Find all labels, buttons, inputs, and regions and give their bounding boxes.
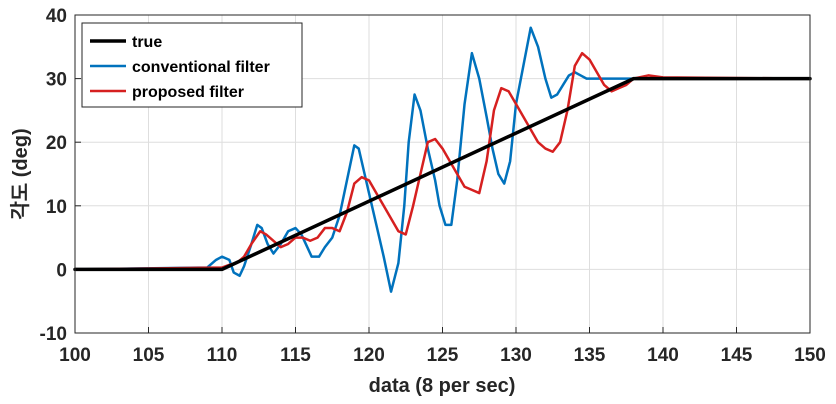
x-tick-label: 130 [500, 345, 532, 366]
y-axis-label: 각도 (deg) [9, 128, 32, 219]
legend-label-proposed-filter: proposed filter [132, 84, 244, 101]
y-tick-label: 0 [56, 260, 67, 281]
y-tick-labels: -10 0 10 20 30 40 [40, 6, 67, 345]
x-tick-label: 120 [353, 345, 385, 366]
plot-frame [74, 14, 811, 334]
series-line-true [73, 76, 812, 272]
x-tick-label: 125 [427, 345, 459, 366]
x-tick-label: 150 [794, 345, 826, 366]
y-tick-label: 20 [46, 133, 67, 154]
legend-label-conventional-filter: conventional filter [132, 59, 270, 76]
x-tick-label: 110 [207, 345, 238, 366]
legend: true conventional filter proposed filter [81, 22, 303, 108]
x-tick-label: 140 [647, 345, 679, 366]
x-tick-label: 145 [721, 345, 753, 366]
y-tick-label: 30 [46, 70, 67, 91]
y-tick-label: 10 [46, 197, 67, 218]
legend-label-true: true [132, 34, 162, 51]
x-tick-label: 135 [574, 345, 606, 366]
x-axis-label: data (8 per sec) [369, 375, 516, 397]
y-tick-label: -10 [40, 324, 67, 345]
series-line-proposed-filter [73, 51, 812, 271]
series-line-conventional-filter [73, 26, 812, 293]
series-layer [73, 26, 812, 293]
x-tick-label: 115 [280, 345, 311, 366]
y-tick-label: 40 [46, 6, 67, 27]
x-tick-label: 105 [133, 345, 165, 366]
x-tick-label: 100 [59, 345, 91, 366]
x-tick-labels: 100 105 110 115 120 125 130 135 140 145 150 [59, 345, 826, 366]
